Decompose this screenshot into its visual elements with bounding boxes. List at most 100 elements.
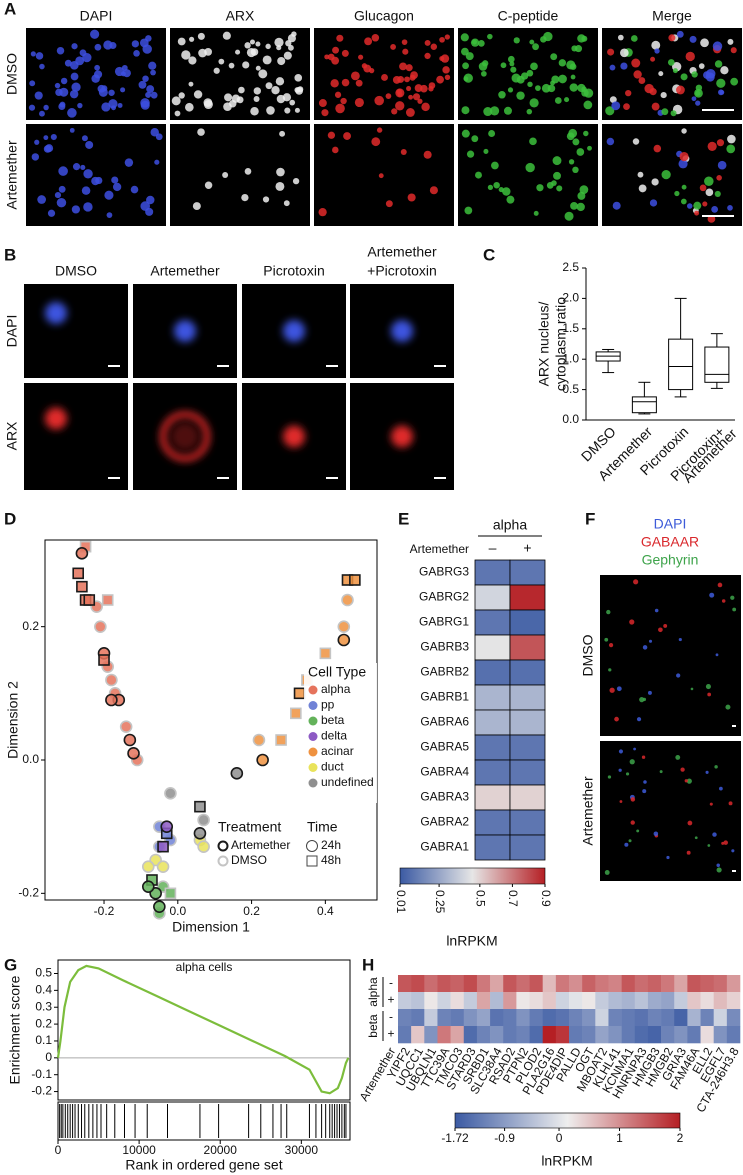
cell-blob <box>475 171 482 179</box>
cell-blob <box>407 193 416 202</box>
cell-blob <box>611 101 621 111</box>
cell-blob <box>698 63 705 69</box>
cell-blob <box>400 149 407 155</box>
cell-blob <box>552 156 562 166</box>
heat-cell <box>476 975 491 993</box>
point <box>341 593 354 607</box>
heat-cell <box>509 784 546 811</box>
cell-blob <box>540 36 547 43</box>
point <box>194 800 206 813</box>
point <box>72 567 84 580</box>
cell-blob <box>146 85 155 94</box>
heat-cell <box>569 992 583 1010</box>
heat-cell <box>595 1026 609 1044</box>
cell-blob <box>343 132 351 140</box>
cell-blob <box>676 673 681 678</box>
cell-blob <box>241 193 249 202</box>
cell-blob <box>530 62 538 71</box>
cell-blob <box>146 195 155 205</box>
cell-blob <box>725 704 731 710</box>
cell-blob <box>636 829 640 833</box>
cell-blob <box>709 802 713 806</box>
cell-blob <box>674 190 680 197</box>
cell-blob <box>730 47 737 54</box>
cell-blob <box>404 76 410 83</box>
cell-blob <box>487 33 493 40</box>
point <box>230 767 244 780</box>
heat-cell <box>687 975 701 993</box>
gene-label: GABRA5 <box>420 740 469 754</box>
cell-blob <box>507 55 515 63</box>
gene-label: GABRA2 <box>420 815 469 829</box>
cell-blob <box>663 623 668 628</box>
colorbar-tick-label: 0.7 <box>506 890 520 907</box>
cell-blob <box>727 205 733 211</box>
y-tick-label: 0.5 <box>35 966 52 980</box>
cell-blob <box>197 128 205 136</box>
cell-blob <box>54 82 61 89</box>
cell-blob <box>255 41 261 47</box>
y-tick-label: 1.0 <box>562 351 579 365</box>
point <box>293 687 306 700</box>
cell-blob <box>491 161 499 170</box>
y-tick-label: 0.5 <box>562 382 579 396</box>
cell-blob <box>34 139 40 145</box>
cell-blob <box>130 185 139 194</box>
heat-cell <box>398 992 412 1010</box>
heat-cell <box>713 1026 728 1044</box>
cell-blob <box>94 64 100 71</box>
cell-blob <box>483 148 489 154</box>
cell-blob <box>705 684 711 690</box>
heat-cell <box>713 992 728 1010</box>
legend-swatch <box>306 840 318 852</box>
cell-blob <box>676 30 684 38</box>
cell-blob <box>704 176 714 186</box>
heat-cell <box>411 1009 425 1027</box>
cell-blob <box>45 407 67 430</box>
cell-blob <box>106 212 113 218</box>
cell-blob <box>284 107 291 114</box>
column-header: DAPI <box>80 8 113 24</box>
gene-label: GABRG1 <box>419 615 469 629</box>
x-tick-label: 0 <box>55 1143 62 1157</box>
heat-cell <box>509 609 546 636</box>
cell-blob <box>630 797 636 802</box>
cell-blob <box>715 653 719 657</box>
gene-label: GABRB1 <box>420 690 469 704</box>
column-header: Picrotoxin <box>263 263 324 279</box>
cell-blob <box>516 91 525 100</box>
cell-blob <box>553 171 561 180</box>
cell-blob <box>707 215 716 223</box>
cell-blob <box>336 34 344 42</box>
cell-blob <box>487 184 494 191</box>
cell-blob <box>654 608 659 613</box>
heat-cell <box>476 1026 491 1044</box>
cell-blob <box>414 84 423 92</box>
heat-cell <box>595 1009 609 1027</box>
cell-blob <box>721 599 726 603</box>
cell-blob <box>223 102 232 111</box>
cell-blob <box>633 747 637 751</box>
gene-label: GABRA4 <box>420 765 469 779</box>
cell-blob <box>83 202 93 212</box>
cell-blob <box>461 106 470 115</box>
cell-blob <box>667 59 675 66</box>
cell-blob <box>174 320 196 342</box>
cell-blob <box>64 59 72 67</box>
cell-blob <box>148 61 157 70</box>
cell-blob <box>705 770 709 774</box>
gene-label: GABRA3 <box>420 790 469 804</box>
cell-blob <box>30 51 36 57</box>
heat-cell <box>516 975 530 993</box>
cell-blob <box>616 686 622 692</box>
cell-blob <box>294 107 300 113</box>
legend-title: Time <box>307 819 338 835</box>
cell-blob <box>653 831 659 837</box>
cell-blob <box>463 76 469 82</box>
cell-blob <box>513 37 520 44</box>
cell-blob <box>31 153 40 161</box>
heat-cell <box>398 975 412 993</box>
cell-blob <box>644 83 654 94</box>
cell-blob <box>29 80 36 87</box>
cell-blob <box>436 75 444 84</box>
